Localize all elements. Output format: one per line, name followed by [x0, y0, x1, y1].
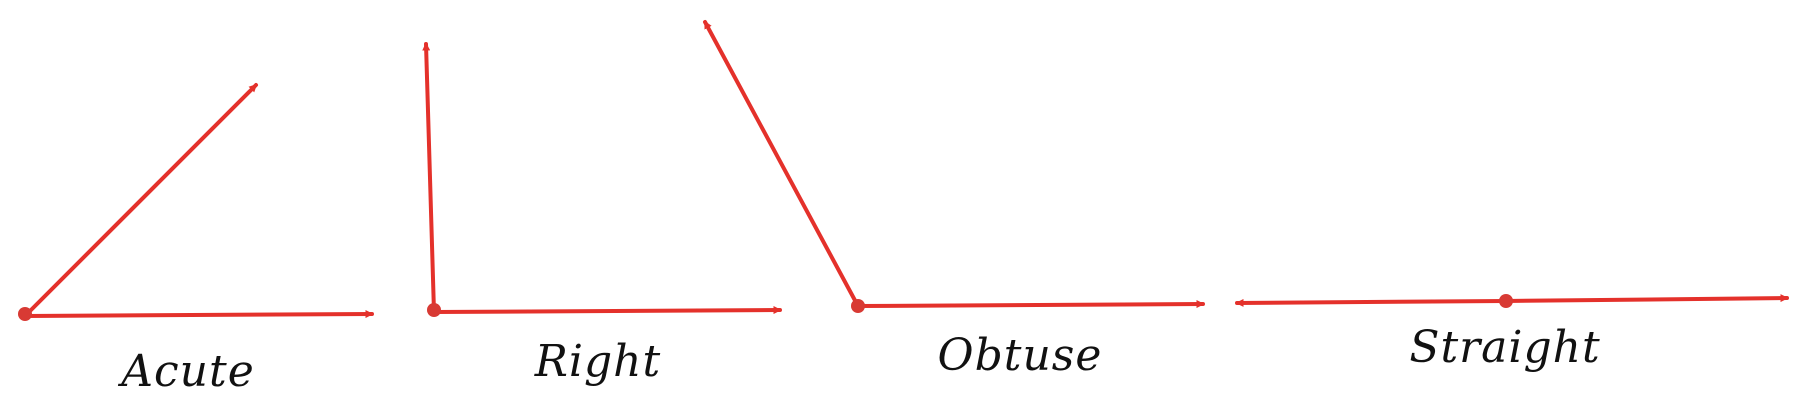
straight-label: Straight [1409, 322, 1600, 373]
straight-angle: Straight [1235, 294, 1789, 373]
acute-slanted-ray [23, 83, 258, 318]
acute-vertex [18, 307, 32, 321]
right-angle: Right [422, 42, 782, 387]
straight-right-ray [1504, 294, 1789, 303]
acute-base-ray [23, 310, 374, 319]
straight-left-ray [1235, 298, 1508, 307]
obtuse-label: Obtuse [938, 330, 1103, 381]
acute-label: Acute [117, 346, 254, 397]
acute-angle: Acute [18, 83, 374, 397]
obtuse-base-ray [856, 300, 1205, 309]
right-vertex [427, 303, 441, 317]
right-label: Right [534, 336, 661, 387]
right-vertical-ray [422, 42, 436, 314]
obtuse-angle: Obtuse [703, 20, 1205, 381]
obtuse-slanted-ray [703, 20, 860, 308]
straight-vertex [1499, 294, 1513, 308]
obtuse-vertex [851, 299, 865, 313]
right-base-ray [432, 306, 782, 315]
